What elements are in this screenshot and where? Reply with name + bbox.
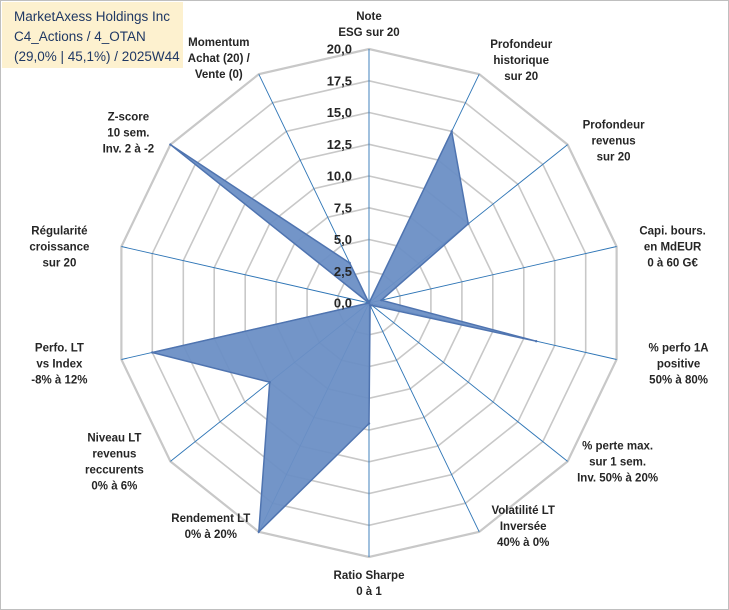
axis-label: Régularité croissance sur 20 — [29, 226, 89, 270]
series-point — [348, 261, 351, 265]
series-point — [380, 299, 383, 302]
series-point — [535, 340, 538, 343]
axis-spoke — [368, 302, 480, 532]
series-point — [257, 530, 260, 533]
axis-label: Rendement LT 0% à 20% — [171, 513, 250, 541]
radar-axis-labels: Note ESG sur 20 Profondeur historique sur 20… — [29, 11, 708, 598]
title-stats: (29,0% | 45,1%) / 2025W44 — [14, 49, 180, 64]
title-company: MarketAxess Holdings Inc — [14, 9, 171, 24]
chart-title-box: MarketAxess Holdings Inc C4_Actions / 4_… — [2, 2, 183, 68]
series-point — [370, 304, 374, 307]
axis-label: Profondeur historique sur 20 — [490, 39, 552, 83]
series-point — [169, 143, 172, 146]
series-point — [151, 351, 154, 354]
radar-tick-labels: 0,0 2,5 5,0 7,5 10,0 12,5 15,0 17,5 20,0 — [327, 42, 352, 311]
tick-label: 15,0 — [327, 105, 352, 120]
axis-label: Z-score 10 sem. Inv. 2 à -2 — [103, 112, 155, 156]
series-point — [367, 422, 371, 425]
axis-label: % perfo 1A positive 50% à 80% — [649, 343, 709, 387]
tick-label: 0,0 — [334, 296, 352, 311]
axis-label: Volatilité LT Inversée 40% à 0% — [491, 505, 554, 549]
axis-label: Profondeur revenus sur 20 — [583, 120, 645, 164]
axis-label: Perfo. LT vs Index -8% à 12% — [31, 343, 87, 387]
radar-series — [151, 128, 538, 534]
axis-label: % perte max. sur 1 sem. Inv. 50% à 20% — [577, 440, 658, 484]
axis-spoke — [121, 246, 370, 304]
series-point — [467, 222, 470, 225]
axis-spoke — [368, 302, 568, 462]
tick-label: 12,5 — [327, 137, 352, 152]
axis-spoke — [368, 246, 617, 304]
tick-label: 5,0 — [334, 232, 352, 247]
series-point — [450, 130, 453, 133]
tick-label: 2,5 — [334, 264, 352, 279]
series-point — [268, 381, 271, 384]
tick-label: 17,5 — [327, 73, 352, 88]
axis-label: Capi. bours. en MdEUR 0 à 60 G€ — [639, 226, 705, 270]
axis-label: Ratio Sharpe 0 à 1 — [334, 570, 405, 598]
axis-label: Note ESG sur 20 — [338, 11, 399, 39]
axis-label: Niveau LT revenus reccurents 0% à 6% — [85, 432, 144, 492]
series-point — [368, 304, 372, 307]
tick-label: 20,0 — [327, 42, 352, 57]
tick-label: 7,5 — [334, 200, 352, 215]
axis-label: Momentum Achat (20) / Vente (0) — [188, 37, 251, 81]
title-category: C4_Actions / 4_OTAN — [14, 29, 146, 44]
series-point — [367, 301, 371, 305]
tick-label: 10,0 — [327, 169, 352, 184]
